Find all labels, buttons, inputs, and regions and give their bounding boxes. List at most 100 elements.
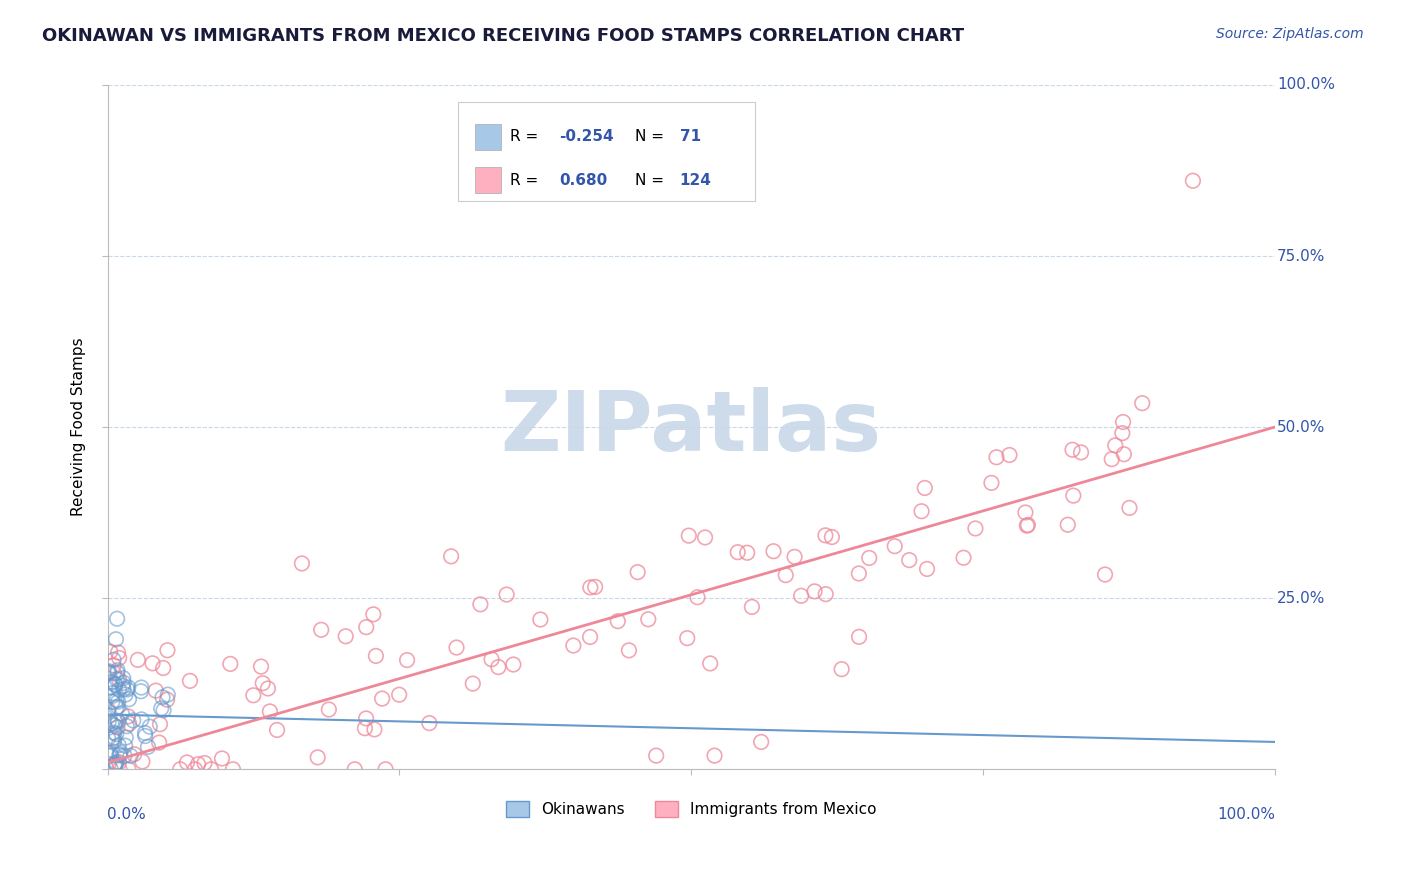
Point xyxy=(97,664,120,678)
Point xyxy=(529,613,551,627)
Point xyxy=(107,695,129,709)
Point xyxy=(105,693,128,707)
Point xyxy=(364,648,387,663)
Point xyxy=(1015,518,1038,533)
Point xyxy=(117,681,139,695)
Point xyxy=(118,692,141,706)
Point xyxy=(1014,506,1036,520)
Point xyxy=(97,665,120,680)
Text: 100.0%: 100.0% xyxy=(1218,807,1275,822)
Point xyxy=(998,448,1021,462)
Point xyxy=(117,762,139,776)
Point xyxy=(910,504,932,518)
Text: 71: 71 xyxy=(679,129,700,145)
Point xyxy=(101,686,124,700)
Text: N =: N = xyxy=(636,172,669,187)
Point xyxy=(114,739,136,753)
Point xyxy=(193,756,215,770)
Point xyxy=(242,688,264,702)
Point xyxy=(762,544,785,558)
Text: ZIPatlas: ZIPatlas xyxy=(501,386,882,467)
Point xyxy=(693,531,716,545)
Point xyxy=(686,591,709,605)
Point xyxy=(156,688,179,702)
Point xyxy=(104,677,127,691)
Point xyxy=(108,748,131,763)
Point xyxy=(259,705,281,719)
Point xyxy=(122,747,145,761)
Point xyxy=(637,612,659,626)
Bar xyxy=(475,167,501,193)
Point xyxy=(1070,445,1092,459)
Point xyxy=(103,758,125,772)
Point xyxy=(103,665,125,680)
Point xyxy=(139,720,162,734)
Point xyxy=(98,746,121,760)
Point xyxy=(110,745,132,759)
Y-axis label: Receiving Food Stamps: Receiving Food Stamps xyxy=(72,338,86,516)
Point xyxy=(562,639,585,653)
Text: 100.0%: 100.0% xyxy=(1277,78,1334,93)
Point xyxy=(952,550,974,565)
Point xyxy=(131,681,153,695)
Point xyxy=(152,703,174,717)
Point xyxy=(1094,567,1116,582)
Point xyxy=(131,755,153,769)
Point xyxy=(129,684,152,698)
Point xyxy=(97,703,120,717)
Point xyxy=(114,731,136,745)
Point xyxy=(309,623,332,637)
Point xyxy=(156,692,179,706)
Text: R =: R = xyxy=(510,129,544,145)
Point xyxy=(678,528,700,542)
Point xyxy=(617,643,640,657)
Point xyxy=(440,549,463,564)
Point xyxy=(104,714,127,729)
Point xyxy=(814,587,837,601)
Point xyxy=(627,565,650,579)
Point xyxy=(418,716,440,731)
Point xyxy=(97,665,120,680)
Point xyxy=(470,598,492,612)
Point xyxy=(105,700,128,714)
Point xyxy=(790,589,813,603)
FancyBboxPatch shape xyxy=(458,102,755,202)
Point xyxy=(461,676,484,690)
Point xyxy=(97,756,120,771)
Text: Source: ZipAtlas.com: Source: ZipAtlas.com xyxy=(1216,27,1364,41)
Point xyxy=(149,717,172,731)
Point xyxy=(107,714,129,728)
Point xyxy=(606,614,628,628)
Point xyxy=(105,727,128,741)
Point xyxy=(354,721,377,735)
Point xyxy=(354,620,377,634)
Point xyxy=(495,588,517,602)
Point xyxy=(579,581,602,595)
Point xyxy=(98,749,121,764)
Point xyxy=(114,748,136,763)
Point xyxy=(335,629,357,643)
Point xyxy=(103,718,125,732)
Point xyxy=(145,683,167,698)
Point xyxy=(105,612,128,626)
Point xyxy=(112,671,135,685)
Point xyxy=(388,688,411,702)
Text: OKINAWAN VS IMMIGRANTS FROM MEXICO RECEIVING FOOD STAMPS CORRELATION CHART: OKINAWAN VS IMMIGRANTS FROM MEXICO RECEI… xyxy=(42,27,965,45)
Point xyxy=(374,762,396,776)
Point xyxy=(104,756,127,771)
Point xyxy=(98,645,121,659)
Point xyxy=(898,553,921,567)
Point xyxy=(1104,438,1126,452)
Point xyxy=(97,714,120,729)
Point xyxy=(749,735,772,749)
Point xyxy=(266,723,288,737)
Point xyxy=(257,681,280,696)
Point xyxy=(583,580,606,594)
Point xyxy=(343,762,366,776)
Point xyxy=(848,566,870,581)
Point xyxy=(122,714,145,728)
Point xyxy=(986,450,1008,465)
Point xyxy=(676,631,699,645)
Point xyxy=(114,688,136,702)
Point xyxy=(100,762,122,776)
